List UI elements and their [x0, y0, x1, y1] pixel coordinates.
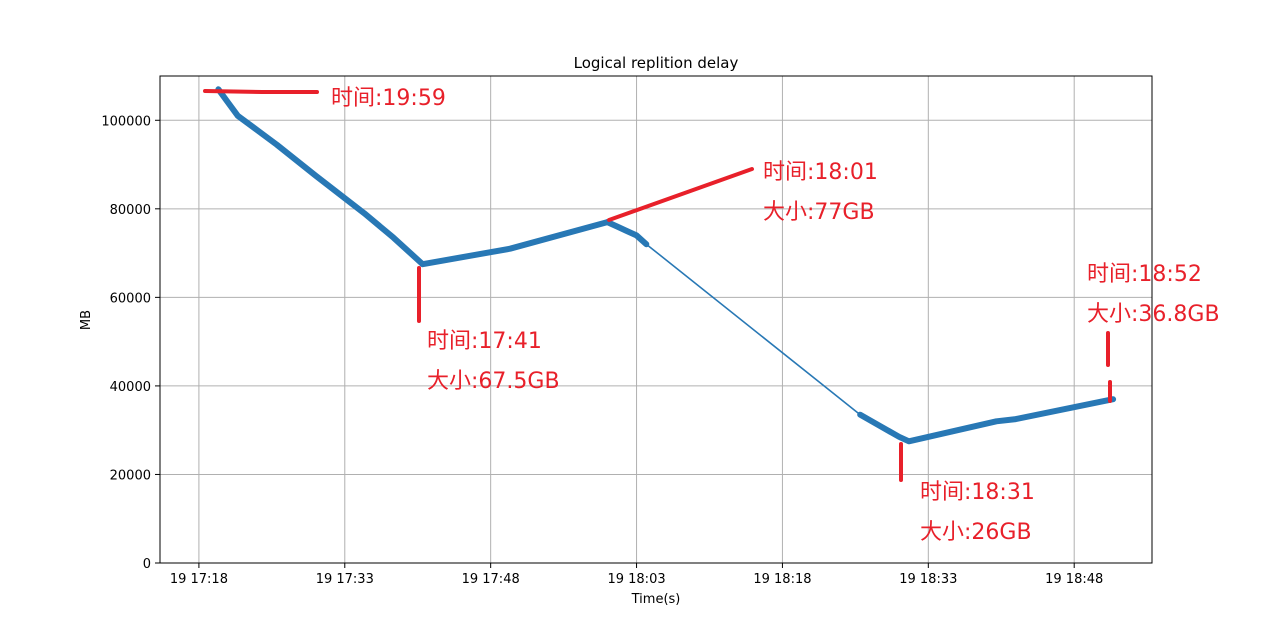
- x-tick-label: 19 17:18: [170, 572, 228, 587]
- annotation-label: 大小:67.5GB: [427, 369, 560, 394]
- x-tick-label: 19 18:48: [1045, 572, 1103, 587]
- series-lines: [215, 86, 1117, 445]
- y-tick-label: 60000: [110, 291, 151, 306]
- annotation-mark: [203, 89, 264, 94]
- x-tick-label: 19 17:48: [462, 572, 520, 587]
- x-tick-label: 19 18:18: [753, 572, 811, 587]
- x-tick-label: 19 18:33: [899, 572, 957, 587]
- annotation-label: 时间:18:52: [1087, 262, 1202, 287]
- annotation-label: 大小:36.8GB: [1087, 302, 1220, 327]
- series-line: [604, 219, 650, 248]
- annotation-label: 时间:18:01: [763, 160, 878, 185]
- annotation-label: 时间:17:41: [427, 329, 542, 354]
- y-tick-label: 100000: [101, 114, 151, 129]
- series-line: [645, 243, 862, 416]
- annotation-label: 大小:77GB: [763, 200, 875, 225]
- annotation-label: 大小:26GB: [920, 520, 1032, 545]
- y-tick-label: 40000: [110, 380, 151, 395]
- x-axis-ticks: 19 17:18 19 17:33 19 17:48 19 18:03 19 18:18…: [170, 563, 1103, 587]
- plot-frame: [159, 75, 1153, 564]
- y-tick-label: 0: [143, 557, 151, 572]
- y-tick-label: 80000: [110, 203, 151, 218]
- series-line: [857, 396, 1117, 445]
- y-axis-ticks: 0 20000 40000 60000 80000 100000: [101, 114, 160, 572]
- series-line: [215, 86, 611, 268]
- x-tick-label: 19 18:03: [607, 572, 665, 587]
- chart-title: Logical replition delay: [574, 54, 739, 72]
- annotation-label: 时间:18:31: [920, 480, 1035, 505]
- x-axis-label: Time(s): [631, 592, 681, 607]
- annotation-label: 时间:19:59: [331, 86, 446, 111]
- annotation-mark: [607, 167, 754, 222]
- y-tick-label: 20000: [110, 468, 151, 483]
- y-axis-label: MB: [79, 310, 94, 330]
- x-tick-label: 19 17:33: [316, 572, 374, 587]
- annotation-marks: [203, 89, 1112, 482]
- annotation-texts: 时间:19:59 时间:17:41 大小:67.5GB 时间:18:01 大小:77GB…: [331, 86, 1220, 545]
